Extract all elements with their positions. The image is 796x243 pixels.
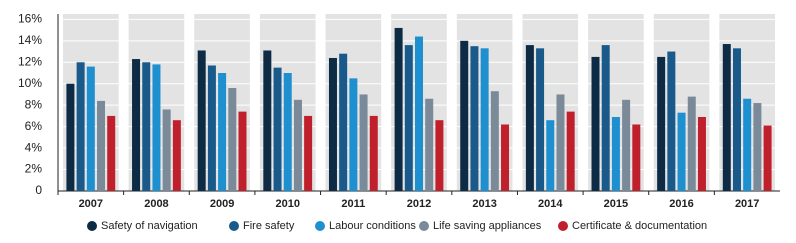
bar [743,98,752,191]
bar [107,115,116,191]
x-tick-label: 2007 [79,198,103,210]
bar [546,120,555,191]
bar [76,62,85,191]
bar [753,103,762,191]
y-tick-label: 12% [18,54,42,68]
bar [722,44,731,191]
bar [132,59,141,191]
x-tick-label: 2012 [407,198,431,210]
bar [228,88,237,191]
bar [273,67,282,191]
x-tick-label: 2009 [210,198,234,210]
bar [263,50,272,191]
x-tick-label: 2015 [604,198,628,210]
legend-label: Life saving appliances [433,220,542,232]
bar [611,116,620,191]
bar [591,56,600,192]
bar [304,115,313,191]
y-tick-label: 16% [18,12,42,26]
bar [86,66,95,191]
x-tick-label: 2011 [341,198,365,210]
bar [218,73,227,191]
legend-marker [315,221,325,231]
bar [697,116,706,191]
bar [339,53,348,191]
bar [763,125,772,191]
bar [197,50,206,191]
bar [687,96,696,191]
bar [349,78,358,191]
bar [97,100,106,191]
x-tick-label: 2013 [472,198,496,210]
bar [425,98,434,191]
bar [283,73,292,191]
bar [460,40,469,192]
y-tick-label: 4% [25,140,43,154]
bar [435,120,444,191]
bar [480,48,489,192]
x-tick-label: 2017 [735,198,759,210]
bar [359,94,368,191]
bar [501,124,510,191]
bar [536,48,545,192]
bar [490,91,499,191]
bar [172,120,181,191]
chart: 0 2% 4% 6% 8% 10% 12% 14% 16% 2007 2008 2009 2010 201… [18,12,780,232]
bar [369,115,378,191]
bar [677,112,686,191]
x-tick-label: 2014 [538,198,563,210]
bar [601,45,610,191]
bar [622,99,631,191]
bar [566,111,575,191]
bar [328,57,337,192]
bar [657,56,666,192]
legend-label: Fire safety [243,220,295,232]
bar [470,46,479,191]
y-tick-label: 14% [18,33,42,47]
bar [632,124,641,191]
bar [238,111,247,191]
y-tick-label: 2% [25,162,43,176]
bar [142,62,151,191]
x-tick-label: 2008 [144,198,168,210]
bar [667,51,676,191]
y-tick-label: 8% [25,97,43,111]
legend-label: Safety of navigation [101,220,198,232]
bar [152,64,161,191]
bar [556,94,565,191]
bar [732,48,741,192]
bar [394,27,403,192]
legend-marker [419,221,429,231]
x-tick-label: 2016 [669,198,693,210]
bar [66,83,75,191]
x-tick-label: 2010 [275,198,299,210]
legend-marker [558,221,568,231]
y-tick-label: 6% [25,119,43,133]
bar [162,109,171,191]
legend-marker [229,221,239,231]
legend-label: Certificate & documentation [572,220,707,232]
legend-marker [87,221,97,231]
y-tick-label: 0 [35,183,42,197]
bar [207,65,216,191]
bar [293,99,302,191]
y-tick-label: 10% [18,76,42,90]
legend-label: Labour conditions [329,220,416,232]
bar [415,36,423,192]
bar [525,45,534,191]
bar [404,45,413,191]
